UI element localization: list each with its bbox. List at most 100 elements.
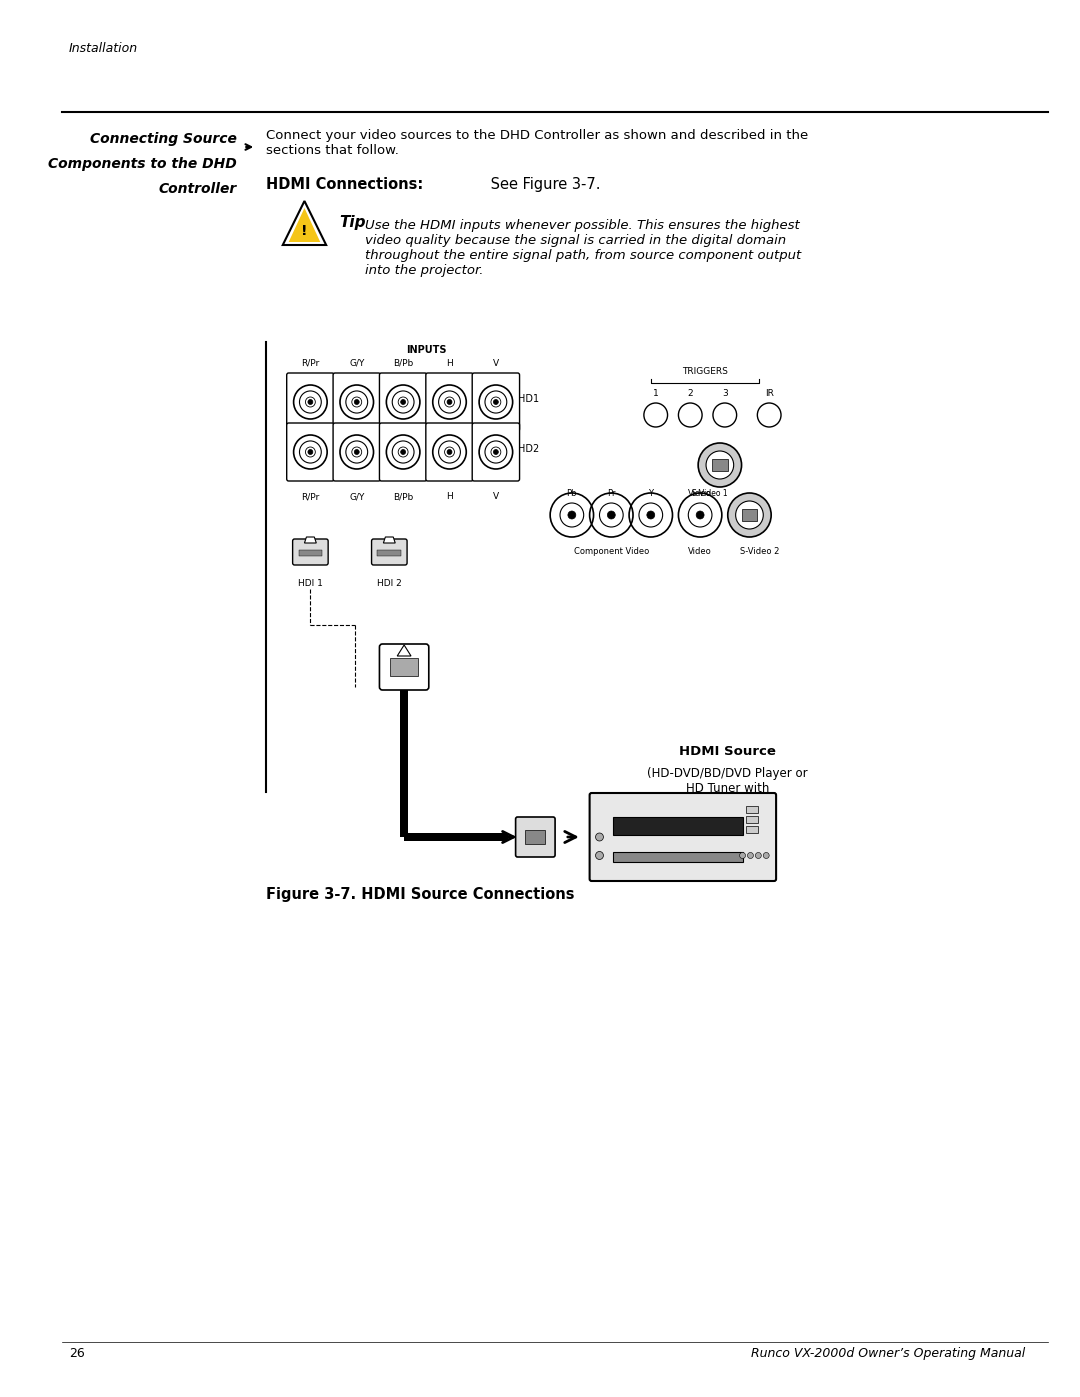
Bar <box>526 830 545 844</box>
Bar <box>613 817 743 835</box>
Text: Components to the DHD: Components to the DHD <box>48 156 237 170</box>
Circle shape <box>494 450 498 454</box>
Bar <box>746 806 758 813</box>
Bar <box>401 689 408 837</box>
Text: H: H <box>446 492 453 502</box>
Text: 3: 3 <box>721 388 728 398</box>
Circle shape <box>354 450 360 454</box>
Polygon shape <box>288 208 321 242</box>
Circle shape <box>764 852 769 859</box>
Text: Video: Video <box>688 489 712 497</box>
Text: B/Pb: B/Pb <box>393 492 414 502</box>
Bar <box>378 550 401 556</box>
Circle shape <box>447 450 451 454</box>
FancyBboxPatch shape <box>286 423 334 481</box>
Circle shape <box>568 511 576 520</box>
FancyBboxPatch shape <box>372 539 407 564</box>
Text: 26: 26 <box>69 1347 84 1361</box>
Circle shape <box>308 450 313 454</box>
Circle shape <box>308 400 313 405</box>
Text: IR: IR <box>765 388 773 398</box>
Circle shape <box>647 511 654 520</box>
Text: Controller: Controller <box>158 182 237 196</box>
Circle shape <box>747 852 754 859</box>
Polygon shape <box>305 536 316 543</box>
Circle shape <box>607 511 616 520</box>
Circle shape <box>698 443 742 488</box>
FancyBboxPatch shape <box>379 644 429 690</box>
Text: 1: 1 <box>652 388 659 398</box>
Text: Tip: Tip <box>339 215 365 229</box>
Circle shape <box>447 400 451 405</box>
Polygon shape <box>283 201 326 244</box>
Ellipse shape <box>747 877 761 882</box>
Text: !: ! <box>301 224 308 237</box>
Bar <box>712 460 728 471</box>
Text: HDMI Source: HDMI Source <box>679 745 775 759</box>
Circle shape <box>740 852 745 859</box>
Polygon shape <box>383 536 395 543</box>
Bar <box>742 509 757 521</box>
Text: R/Pr: R/Pr <box>301 492 320 502</box>
Bar <box>746 826 758 833</box>
Text: R/Pr: R/Pr <box>301 359 320 367</box>
Text: Video: Video <box>688 548 712 556</box>
Text: HD2: HD2 <box>517 444 539 454</box>
Text: B/Pb: B/Pb <box>393 359 414 367</box>
Text: Runco VX-2000d Owner’s Operating Manual: Runco VX-2000d Owner’s Operating Manual <box>752 1347 1026 1361</box>
FancyBboxPatch shape <box>515 817 555 856</box>
FancyBboxPatch shape <box>472 423 519 481</box>
Circle shape <box>494 400 498 405</box>
Circle shape <box>401 400 406 405</box>
Text: Figure 3-7. HDMI Source Connections: Figure 3-7. HDMI Source Connections <box>266 887 575 902</box>
FancyBboxPatch shape <box>333 423 380 481</box>
Text: 2: 2 <box>688 388 693 398</box>
Polygon shape <box>397 645 411 657</box>
FancyBboxPatch shape <box>590 793 777 882</box>
Circle shape <box>728 493 771 536</box>
Text: Use the HDMI inputs whenever possible. This ensures the highest
video quality be: Use the HDMI inputs whenever possible. T… <box>365 219 801 277</box>
Text: Connect your video sources to the DHD Controller as shown and described in the
s: Connect your video sources to the DHD Co… <box>266 129 808 156</box>
FancyBboxPatch shape <box>426 423 473 481</box>
Text: INPUTS: INPUTS <box>406 345 447 355</box>
FancyBboxPatch shape <box>333 373 380 432</box>
Circle shape <box>697 511 704 520</box>
Text: See Figure 3-7.: See Figure 3-7. <box>486 177 600 191</box>
Text: Connecting Source: Connecting Source <box>90 131 237 147</box>
Text: S-Video 2: S-Video 2 <box>740 548 779 556</box>
FancyBboxPatch shape <box>286 373 334 432</box>
Circle shape <box>401 450 406 454</box>
Text: Installation: Installation <box>69 42 138 54</box>
Bar <box>404 833 508 841</box>
FancyBboxPatch shape <box>379 373 427 432</box>
Text: Pb: Pb <box>567 489 577 497</box>
Text: Y: Y <box>648 489 653 497</box>
Text: HDⅠ 2: HDⅠ 2 <box>377 578 402 588</box>
Ellipse shape <box>605 877 618 882</box>
Bar <box>298 550 322 556</box>
Text: TRIGGERS: TRIGGERS <box>683 367 728 376</box>
Text: HD1: HD1 <box>517 394 539 404</box>
Circle shape <box>354 400 360 405</box>
Text: V: V <box>492 359 499 367</box>
Text: HDⅠ 1: HDⅠ 1 <box>298 578 323 588</box>
Text: V: V <box>492 492 499 502</box>
Text: HDMI Connections:: HDMI Connections: <box>266 177 423 191</box>
Circle shape <box>755 852 761 859</box>
FancyBboxPatch shape <box>293 539 328 564</box>
Text: (HD-DVD/BD/DVD Player or
HD Tuner with
HDMI or DVI out): (HD-DVD/BD/DVD Player or HD Tuner with H… <box>647 767 808 810</box>
Text: S-Video 1: S-Video 1 <box>692 489 728 497</box>
Bar <box>390 658 418 676</box>
FancyBboxPatch shape <box>426 373 473 432</box>
FancyBboxPatch shape <box>379 423 427 481</box>
Text: G/Y: G/Y <box>349 492 364 502</box>
Bar <box>746 816 758 823</box>
Text: Pr: Pr <box>607 489 616 497</box>
Circle shape <box>595 833 604 841</box>
Text: H: H <box>446 359 453 367</box>
Text: G/Y: G/Y <box>349 359 364 367</box>
Bar <box>613 852 743 862</box>
Circle shape <box>706 451 733 479</box>
Circle shape <box>735 502 764 529</box>
Text: Component Video: Component Video <box>573 548 649 556</box>
